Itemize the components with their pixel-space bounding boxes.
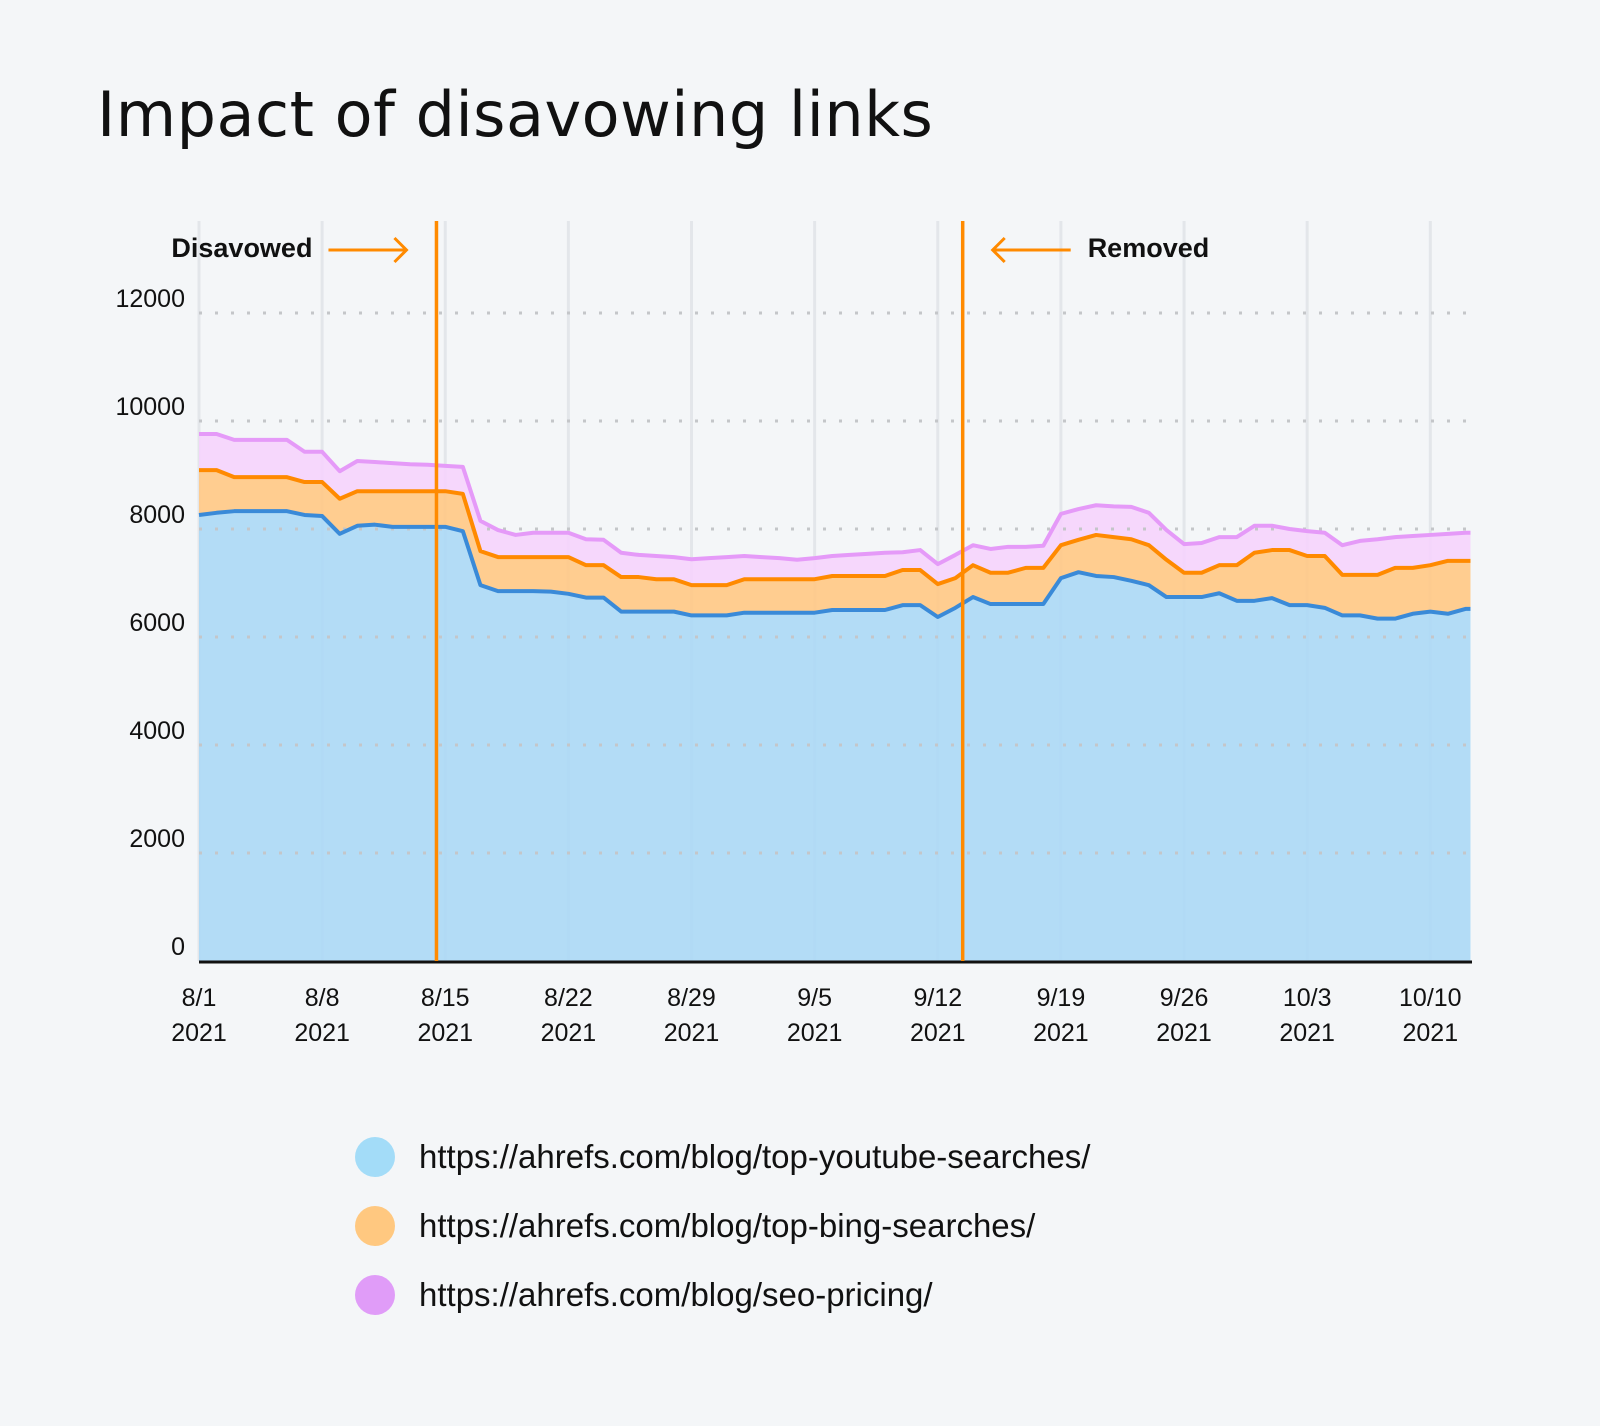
x-tick-label: 9/12 xyxy=(913,984,962,1012)
x-tick-label: 10/3 xyxy=(1283,984,1332,1012)
legend-swatch-icon xyxy=(355,1205,395,1246)
x-tick-label-year: 2021 xyxy=(910,1019,966,1047)
line-series-3 xyxy=(199,431,1471,567)
x-tick-label: 8/22 xyxy=(544,984,593,1012)
x-tick-label-year: 2021 xyxy=(787,1019,843,1047)
annotation-label: Disavowed xyxy=(171,233,312,263)
chart-title: Impact of disavowing links xyxy=(97,78,934,151)
y-tick-label: 0 xyxy=(171,933,185,961)
x-tick-label: 8/15 xyxy=(421,984,470,1012)
legend-label: https://ahrefs.com/blog/seo-pricing/ xyxy=(419,1275,933,1313)
legend-item: https://ahrefs.com/blog/top-bing-searche… xyxy=(355,1191,1090,1260)
x-tick-label: 9/5 xyxy=(797,984,832,1012)
line-series-1 xyxy=(198,509,1471,621)
x-tick-label-year: 2021 xyxy=(1402,1019,1458,1047)
x-tick-label-year: 2021 xyxy=(664,1019,720,1047)
x-tick-label-year: 2021 xyxy=(1279,1019,1335,1047)
legend-swatch-icon xyxy=(355,1274,395,1315)
x-tick-label: 8/29 xyxy=(667,984,716,1012)
x-tick-label: 9/19 xyxy=(1037,984,1086,1012)
arrow-left-icon xyxy=(990,236,1071,264)
y-tick-label: 12000 xyxy=(115,285,185,313)
x-tick-label: 9/26 xyxy=(1160,984,1209,1012)
x-tick-label-year: 2021 xyxy=(1156,1019,1212,1047)
legend-item: https://ahrefs.com/blog/top-youtube-sear… xyxy=(355,1122,1090,1191)
x-tick-label-year: 2021 xyxy=(417,1019,473,1047)
line-series-2 xyxy=(199,468,1471,588)
y-tick-label: 4000 xyxy=(129,717,185,745)
area-series-1 xyxy=(199,511,1471,961)
y-tick-label: 2000 xyxy=(129,825,185,853)
y-tick-label: 8000 xyxy=(129,501,185,529)
legend-swatch-icon xyxy=(355,1136,395,1177)
x-tick-label-year: 2021 xyxy=(541,1019,597,1047)
legend: https://ahrefs.com/blog/top-youtube-sear… xyxy=(355,1122,1090,1329)
x-tick-label-year: 2021 xyxy=(1033,1019,1089,1047)
x-tick-label: 8/1 xyxy=(182,984,217,1012)
y-tick-label: 10000 xyxy=(115,393,185,421)
legend-label: https://ahrefs.com/blog/top-bing-searche… xyxy=(419,1206,1036,1244)
legend-label: https://ahrefs.com/blog/top-youtube-sear… xyxy=(419,1137,1091,1175)
x-tick-label: 10/10 xyxy=(1399,984,1462,1012)
annotation-label: Removed xyxy=(1088,233,1210,263)
legend-item: https://ahrefs.com/blog/seo-pricing/ xyxy=(355,1260,1090,1329)
area-series-2 xyxy=(199,470,1471,619)
y-tick-label: 6000 xyxy=(129,609,185,637)
x-tick-label-year: 2021 xyxy=(171,1019,227,1047)
arrow-right-icon xyxy=(328,236,409,264)
x-tick-label-year: 2021 xyxy=(294,1019,350,1047)
x-tick-label: 8/8 xyxy=(305,984,340,1012)
